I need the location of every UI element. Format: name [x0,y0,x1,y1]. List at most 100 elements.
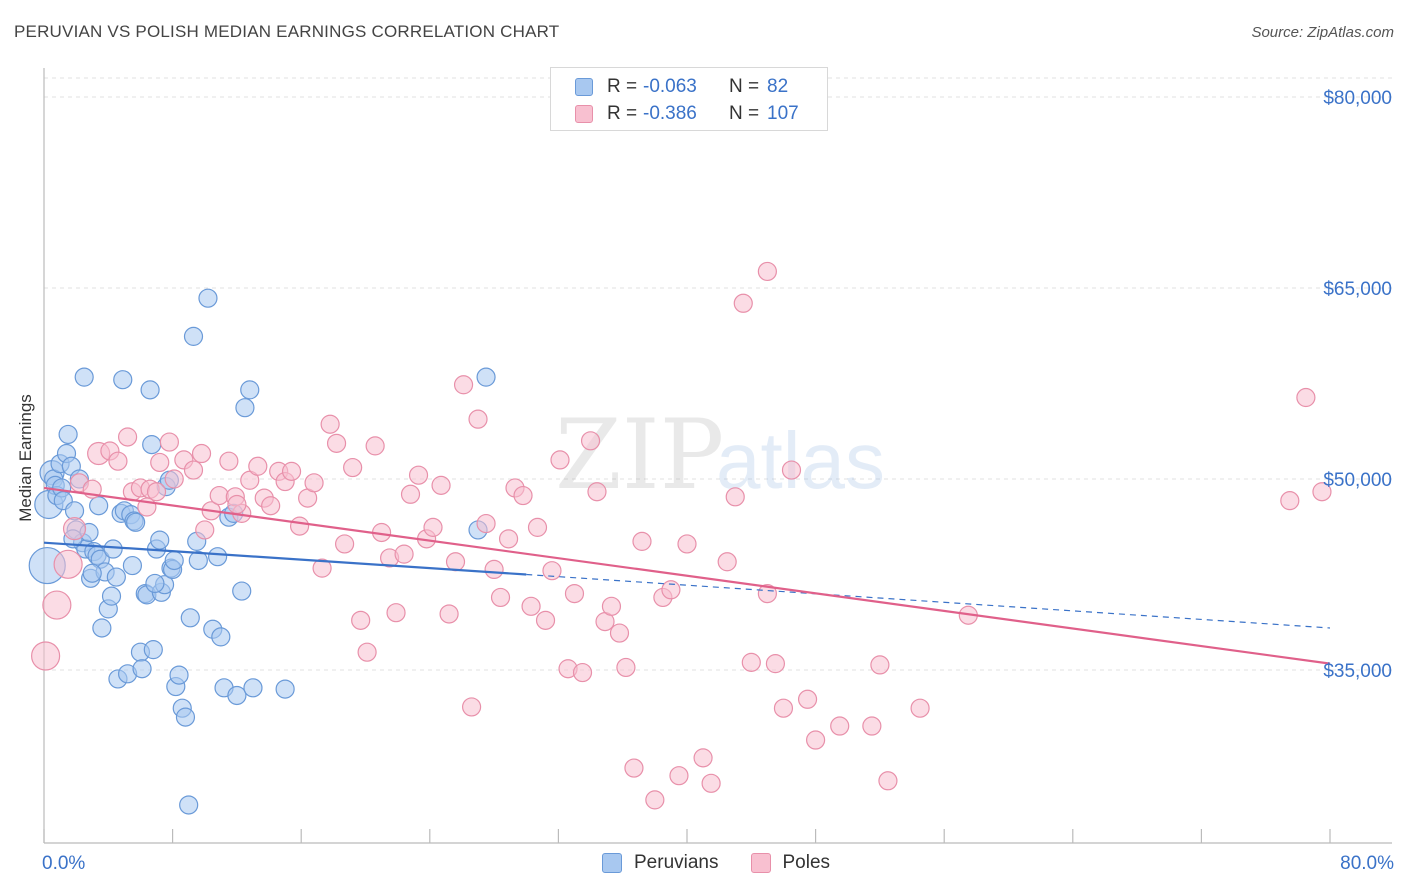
point-poles [733,293,753,313]
watermark: ZIP atlas [555,399,885,511]
point-poles [572,662,593,683]
point-poles [661,580,681,600]
point-peruvians [82,563,102,583]
trend-lines [43,486,1331,665]
point-poles [343,457,363,478]
point-poles [773,698,794,718]
point-poles [289,516,310,536]
point-poles [320,414,340,434]
point-poles [183,460,204,480]
point-poles [150,452,170,473]
point-poles [261,496,281,516]
point-poles [281,461,302,481]
point-poles [624,758,644,778]
point-peruvians [113,370,133,390]
point-peruvians [122,555,143,576]
series-poles [31,261,1332,810]
point-poles [693,748,713,768]
point-peruvians [169,665,189,685]
point-poles [431,475,451,495]
point-peruvians [179,795,199,815]
trend-line-poles [43,486,1331,665]
point-poles [1296,387,1316,408]
point-peruvians [180,608,200,628]
point-peruvians [198,288,218,308]
point-peruvians [145,573,165,594]
legend-n-value: 107 [767,103,799,124]
point-poles [146,482,167,502]
point-poles [765,654,786,674]
y-tick-label: $80,000 [1323,88,1392,109]
legend-swatch-poles [750,853,771,873]
point-peruvians [164,550,184,571]
point-poles [757,583,777,604]
point-peruvians [150,530,170,550]
y-tick-label: $35,000 [1323,661,1392,682]
stats-legend: R = -0.063 N = 82 R = -0.386 N = 107 [550,67,828,131]
legend-n-label: N = [729,76,760,97]
point-poles [312,558,332,578]
point-poles [542,561,562,581]
point-poles [910,698,930,718]
point-poles [476,513,496,534]
legend-row-peruvians: R = -0.063 N = 82 [575,75,788,99]
point-poles [805,730,826,750]
point-poles [535,610,556,630]
point-poles [580,431,601,451]
point-peruvians [89,496,109,516]
point-poles [164,469,184,489]
point-poles [351,610,371,630]
point-poles [717,552,737,572]
legend-row-poles: R = -0.386 N = 107 [575,102,799,126]
trend-line-peruvians [43,541,527,576]
point-poles [42,590,72,620]
point-peruvians [183,326,204,346]
legend-item-poles: Poles [750,852,830,874]
point-peruvians [74,367,94,387]
point-poles [725,487,745,507]
point-poles [468,409,488,429]
point-poles [797,689,818,709]
point-poles [616,657,636,678]
chart-title: PERUVIAN VS POLISH MEDIAN EARNINGS CORRE… [14,22,560,41]
point-peruvians [142,435,162,455]
point-peruvians [211,627,231,647]
point-poles [564,583,585,604]
legend-swatch-poles [575,105,593,123]
point-poles [878,771,898,791]
point-peruvians [92,618,112,638]
point-poles [439,604,459,624]
legend-r-label: R = [607,76,638,97]
point-poles [195,520,215,540]
trend-line-peruvians-extension [526,573,1331,629]
point-poles [1280,491,1300,511]
point-poles [862,716,882,736]
legend-swatch-peruvians [575,78,593,96]
point-poles [31,641,61,671]
point-peruvians [227,685,247,706]
point-peruvians [243,678,263,698]
point-poles [453,375,474,395]
legend-r-value: -0.063 [643,76,697,97]
point-peruvians [476,367,496,387]
point-poles [219,451,239,471]
point-poles [677,534,697,554]
point-poles [386,603,406,623]
y-tick-label: $50,000 [1323,470,1392,491]
point-poles [117,427,138,447]
legend-n-label: N = [729,103,760,124]
point-poles [108,451,128,471]
watermark-atlas: atlas [716,416,885,505]
point-poles [498,529,519,549]
point-poles [357,642,377,662]
point-poles [326,433,347,453]
point-poles [400,484,421,504]
point-poles [394,544,414,564]
point-peruvians [140,380,160,400]
point-poles [445,552,466,572]
axes [43,68,1392,844]
point-peruvians [126,512,146,532]
source-credit: Source: ZipAtlas.com [1251,24,1394,41]
y-axis-label: Median Earnings [16,394,35,522]
